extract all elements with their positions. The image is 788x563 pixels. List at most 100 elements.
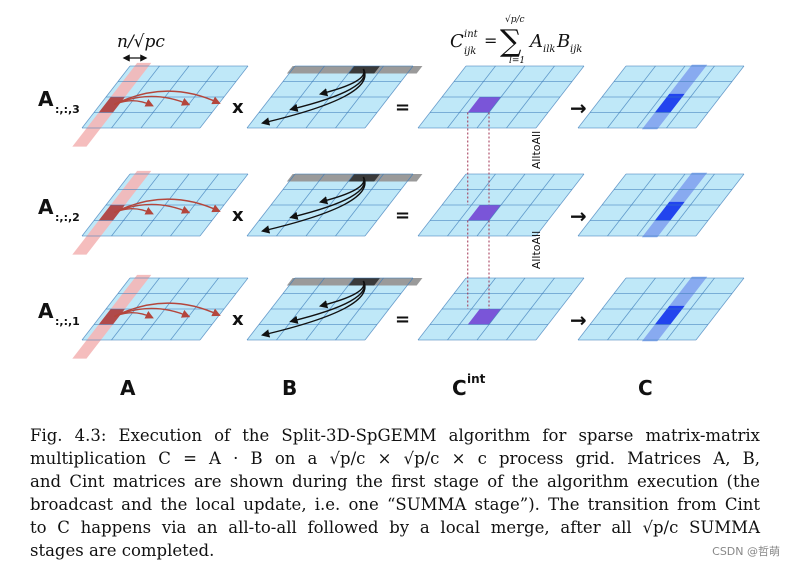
times-operator: x [232, 97, 244, 118]
row-label-subscript: :,:,1 [55, 315, 80, 328]
watermark: CSDN @哲萌 [712, 545, 780, 558]
a-block-cell [98, 205, 125, 221]
formula-lhs-sup: int [464, 29, 479, 40]
row-labels: A:,:,3A:,:,2A:,:,1 [38, 87, 80, 328]
cint-formula: C int ijk = √p/c ∑ l=1 A ilk B ijk [450, 14, 582, 66]
equals-operator: = [395, 309, 410, 330]
caption-line: to C happens via an all-to-all followed … [30, 518, 760, 537]
sum-symbol: ∑ [500, 24, 522, 59]
formula-sum-lower: l=1 [509, 56, 525, 66]
grid-line [535, 65, 585, 129]
grid-panel [72, 170, 249, 255]
grid-line [695, 173, 745, 237]
formula-term-b: B [556, 31, 570, 52]
grid-panel [577, 64, 745, 130]
row-label: A [38, 299, 54, 323]
grid-panel [72, 62, 249, 147]
formula-lhs-sub: ijk [464, 46, 476, 57]
transition-arrow: → [570, 308, 587, 332]
grid-line [364, 173, 414, 237]
a-block-cell [98, 97, 125, 113]
row-label-subscript: :,:,3 [55, 103, 80, 116]
grid-line [335, 277, 384, 341]
alltoall-label: AlltoAll [530, 231, 543, 269]
grid-line [199, 277, 249, 341]
grid-line [535, 277, 585, 341]
c-block-cell [654, 201, 685, 221]
caption-line: Fig. 4.3: Execution of the Split-3D-SpGE… [30, 426, 760, 445]
caption-line: and Cint matrices are shown during the f… [30, 472, 760, 491]
transition-arrow: → [570, 204, 587, 228]
grid-line [170, 65, 219, 129]
times-operator: x [232, 309, 244, 330]
transition-arrow: → [570, 96, 587, 120]
grid-line [170, 277, 219, 341]
grid-panel [246, 173, 423, 237]
grid-line [695, 277, 745, 341]
column-label: B [282, 376, 297, 400]
column-label: C [638, 376, 653, 400]
broadcast-arrow [261, 280, 366, 338]
formula-term-b-sub: ijk [570, 44, 582, 55]
column-label-cint: C [452, 376, 467, 400]
cint-block-cell [467, 97, 501, 113]
cint-block-cell [467, 205, 501, 221]
broadcast-arrow [114, 90, 221, 106]
broadcast-arrow [114, 198, 221, 214]
row-label: A [38, 195, 54, 219]
grid-line [364, 277, 414, 341]
grid-panel [417, 173, 585, 237]
row-label: A [38, 87, 54, 111]
grid-line [199, 173, 249, 237]
grid-line [199, 65, 249, 129]
grid-line [506, 65, 555, 129]
cint-block-cell [467, 309, 501, 325]
formula-term-a: A [528, 31, 543, 52]
caption-line: stages are completed. [30, 541, 215, 560]
grid-line [535, 173, 585, 237]
c-block-cell [654, 93, 685, 113]
grid-panel [246, 277, 423, 341]
block-width-label: n/√pc [117, 32, 165, 52]
formula-term-a-sub: ilk [543, 44, 555, 55]
grid-line [666, 65, 715, 129]
grid-line [335, 65, 384, 129]
grid-panel [417, 65, 585, 129]
grid-line [506, 173, 555, 237]
grid-panel [246, 65, 423, 129]
alltoall-connections: AlltoAll AlltoAll [467, 112, 543, 309]
broadcast-arrow [114, 302, 221, 318]
formula-equals: = [484, 31, 497, 50]
grid-panel [417, 277, 585, 341]
c-block-cell [654, 305, 685, 325]
formula-lhs: C [450, 31, 464, 52]
grid-panel [72, 274, 249, 359]
block-width-annotation: n/√pc [117, 32, 165, 62]
formula-sum-upper: √p/c [505, 14, 525, 25]
caption-line: broadcast and the local update, i.e. one… [30, 495, 760, 514]
grid-panel [577, 172, 745, 238]
figure-caption: Fig. 4.3: Execution of the Split-3D-SpGE… [30, 424, 760, 562]
times-operator: x [232, 205, 244, 226]
column-labels: A B C C int [120, 372, 653, 400]
broadcast-arrow [261, 68, 366, 126]
grid-panel [577, 276, 745, 342]
grid-line [335, 173, 384, 237]
column-label-cint-sup: int [467, 372, 486, 386]
caption-line: multiplication C = A · B on a √p/c × √p/… [30, 449, 760, 468]
row-label-subscript: :,:,2 [55, 211, 80, 224]
column-label: A [120, 376, 136, 400]
grid-line [666, 173, 715, 237]
alltoall-label: AlltoAll [530, 131, 543, 169]
equals-operator: = [395, 205, 410, 226]
grid-line [666, 277, 715, 341]
grid-panels [72, 62, 745, 359]
grid-line [695, 65, 745, 129]
equals-operator: = [395, 97, 410, 118]
grid-line [364, 65, 414, 129]
a-block-cell [98, 309, 125, 325]
broadcast-arrow [261, 176, 366, 234]
split-3d-spgemm-diagram: n/√pc C int ijk = √p/c ∑ l=1 A ilk B ijk… [38, 14, 745, 400]
operators: x = → x = → x = → [232, 96, 587, 332]
grid-line [170, 173, 219, 237]
